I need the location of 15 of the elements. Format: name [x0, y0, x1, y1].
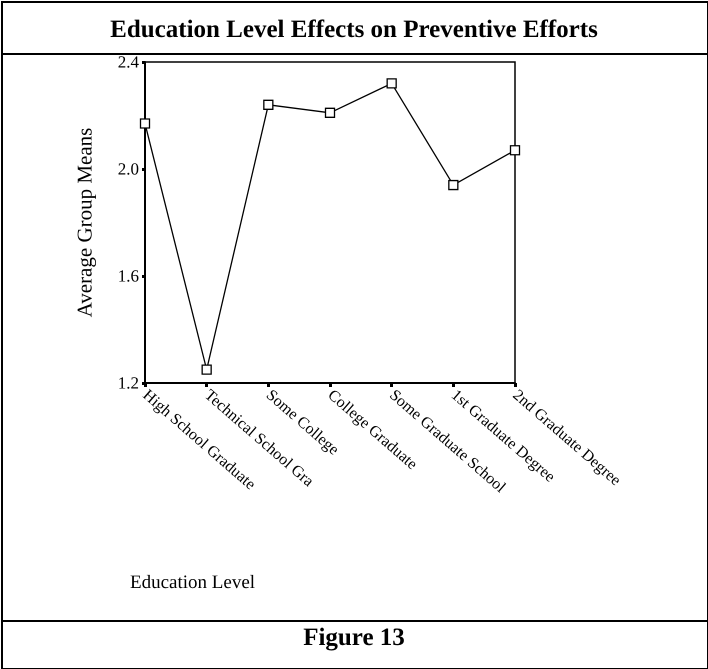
- y-tick-label: 2.4: [118, 52, 140, 72]
- y-axis-title: Average Group Means: [72, 128, 96, 318]
- point: [324, 108, 336, 118]
- point: [386, 78, 397, 89]
- point: [263, 100, 274, 110]
- chart-title: Education Level Effects on Preventive Efforts: [110, 16, 598, 43]
- y-tick-label: 1.6: [118, 266, 139, 286]
- caption: Figure 13: [303, 624, 405, 651]
- y-tick-label: 1.2: [118, 374, 139, 392]
- point: [140, 118, 150, 129]
- point: [510, 145, 520, 156]
- x-axis-title: Education Level: [130, 572, 256, 593]
- y-tick-label: 2.0: [118, 160, 139, 178]
- point: [448, 180, 458, 190]
- point: [202, 364, 212, 375]
